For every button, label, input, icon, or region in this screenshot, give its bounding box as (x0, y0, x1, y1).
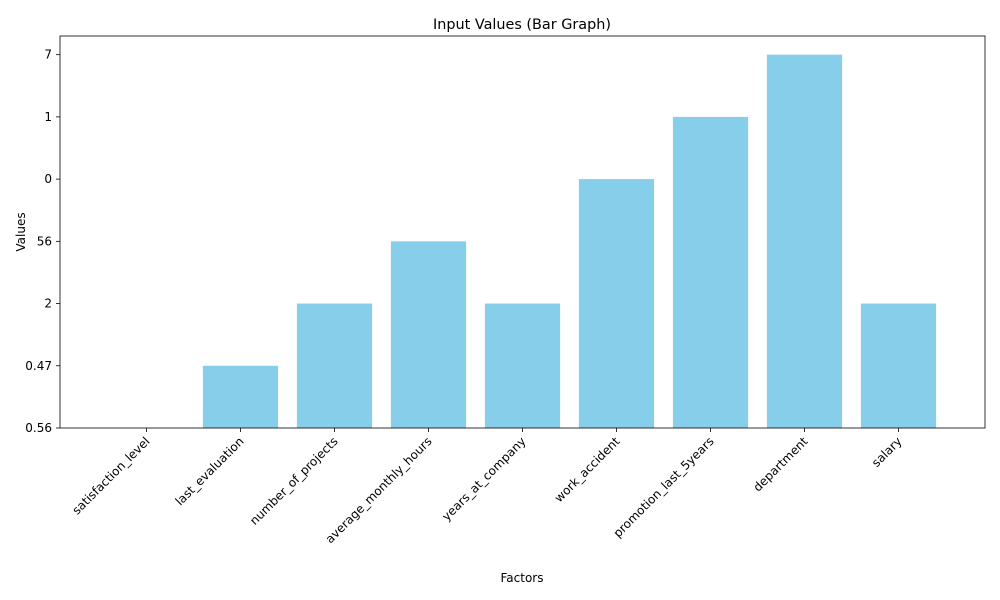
bar (202, 365, 279, 428)
bar (484, 303, 561, 428)
plot-frame (59, 35, 986, 429)
bar (672, 116, 749, 428)
y-tick-label: 2 (44, 297, 52, 311)
chart-title: Input Values (Bar Graph) (433, 17, 611, 33)
bar (860, 303, 937, 428)
bar (766, 54, 843, 429)
bar (578, 179, 655, 428)
y-tick-label: 0 (44, 172, 52, 186)
y-tick-label: 7 (44, 48, 52, 62)
y-tick-label: 0.56 (25, 421, 52, 435)
bar (390, 241, 467, 428)
y-tick-label: 0.47 (25, 359, 52, 373)
x-axis-label: Factors (501, 571, 544, 585)
y-tick-label: 56 (37, 234, 52, 248)
bar (296, 303, 373, 428)
y-axis-label: Values (14, 212, 28, 251)
y-tick-label: 1 (44, 110, 52, 124)
